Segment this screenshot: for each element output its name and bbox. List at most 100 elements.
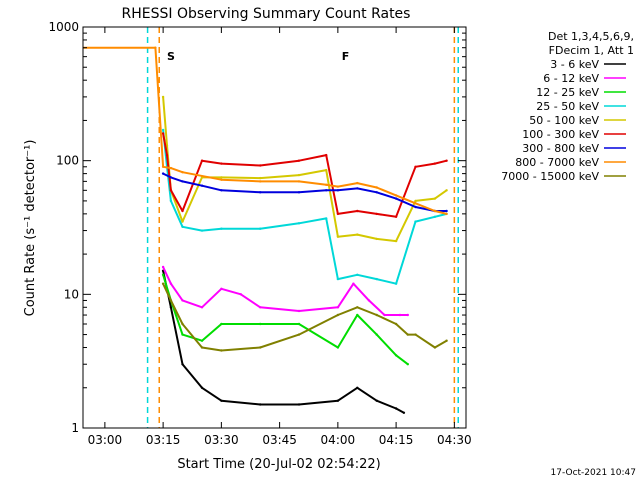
point-12-25-kev-3 xyxy=(200,339,204,342)
point-100-300-kev-8 xyxy=(325,153,328,157)
point-25-50-kev-10 xyxy=(356,273,359,276)
point-3-6-kev-11 xyxy=(402,411,406,414)
legend-label-7000-15000-kev: 7000 - 15000 keV xyxy=(501,170,599,183)
legend-label-300-800-kev: 300 - 800 keV xyxy=(522,142,599,155)
legend-label-12-25-kev: 12 - 25 keV xyxy=(536,86,599,99)
point-6-12-kev-8 xyxy=(336,306,340,309)
point-6-12-kev-4 xyxy=(220,287,223,290)
y-axis-label: Count Rate (s⁻¹ detector⁻¹) xyxy=(23,140,38,317)
point-100-300-kev-0 xyxy=(161,132,165,135)
x-tick-label-04-30: 04:30 xyxy=(437,433,472,447)
point-7000-15000-kev-5 xyxy=(259,346,262,349)
flag-s: S xyxy=(167,50,175,63)
x-tick-label-03-45: 03:45 xyxy=(262,433,297,447)
point-800-7000-kev-0 xyxy=(80,47,82,49)
point-800-7000-kev-3 xyxy=(169,166,173,170)
point-25-50-kev-13 xyxy=(414,220,417,223)
point-25-50-kev-7 xyxy=(297,222,301,225)
point-7000-15000-kev-11 xyxy=(406,333,409,336)
point-12-25-kev-11 xyxy=(406,363,409,366)
point-300-800-kev-5 xyxy=(259,191,262,194)
point-12-25-kev-7 xyxy=(336,346,340,349)
point-100-300-kev-13 xyxy=(414,165,417,168)
point-100-300-kev-10 xyxy=(356,209,359,213)
point-6-12-kev-5 xyxy=(239,293,242,296)
legend-header-line-2: FDecim 1, Att 1 xyxy=(549,44,634,57)
series-line-100-300-kev xyxy=(162,133,447,218)
point-800-7000-kev-8 xyxy=(325,183,328,186)
point-800-7000-kev-13 xyxy=(414,202,417,205)
point-800-7000-kev-10 xyxy=(356,181,359,185)
point-50-100-kev-7 xyxy=(297,173,301,177)
point-25-50-kev-4 xyxy=(200,229,204,232)
point-50-100-kev-5 xyxy=(220,176,223,179)
chart-title: RHESSI Observing Summary Count Rates xyxy=(122,6,411,22)
point-7000-15000-kev-2 xyxy=(181,322,184,326)
point-6-12-kev-3 xyxy=(200,306,204,309)
point-7000-15000-kev-9 xyxy=(375,313,378,317)
x-tick-label-03-30: 03:30 xyxy=(204,433,239,447)
point-25-50-kev-12 xyxy=(394,282,398,285)
point-12-25-kev-9 xyxy=(375,333,378,336)
point-800-7000-kev-9 xyxy=(336,185,340,188)
point-800-7000-kev-7 xyxy=(297,180,301,183)
point-7000-15000-kev-12 xyxy=(414,333,417,336)
point-800-7000-kev-4 xyxy=(181,171,184,174)
point-3-6-kev-4 xyxy=(220,399,223,402)
footer-timestamp: 17-Oct-2021 10:47 xyxy=(551,468,636,478)
point-300-800-kev-4 xyxy=(220,189,223,192)
flag-f: F xyxy=(342,50,350,63)
x-tick-label-04-15: 04:15 xyxy=(379,433,414,447)
point-300-800-kev-3 xyxy=(200,184,204,187)
legend-label-100-300-kev: 100 - 300 keV xyxy=(522,128,599,141)
point-100-300-kev-7 xyxy=(297,159,301,162)
point-25-50-kev-0 xyxy=(161,128,165,132)
x-axis: 03:00 03:15 03:30 03:45 04:00 04:15 04:30 xyxy=(88,27,472,447)
point-6-12-kev-9 xyxy=(352,282,355,285)
point-100-300-kev-2 xyxy=(169,189,173,192)
point-12-25-kev-8 xyxy=(356,313,359,317)
point-3-6-kev-5 xyxy=(259,403,262,406)
point-300-800-kev-6 xyxy=(297,191,301,194)
series-line-7000-15000-kev xyxy=(162,283,448,352)
point-25-50-kev-3 xyxy=(181,225,184,228)
point-50-100-kev-13 xyxy=(414,199,417,203)
point-3-6-kev-3 xyxy=(200,386,204,389)
point-100-300-kev-6 xyxy=(259,164,262,167)
point-800-7000-kev-1 xyxy=(154,46,157,49)
point-6-12-kev-2 xyxy=(181,299,184,302)
point-7000-15000-kev-4 xyxy=(220,349,223,352)
legend-label-6-12-kev: 6 - 12 keV xyxy=(543,72,599,85)
point-12-25-kev-0 xyxy=(161,273,165,276)
point-3-6-kev-10 xyxy=(394,407,398,410)
x-axis-label: Start Time (20-Jul-02 02:54:22) xyxy=(177,457,380,472)
point-3-6-kev-2 xyxy=(181,363,184,366)
point-3-6-kev-8 xyxy=(356,386,359,389)
point-50-100-kev-1 xyxy=(165,144,169,147)
legend-label-25-50-kev: 25 - 50 keV xyxy=(536,100,599,113)
plot-frame xyxy=(82,26,467,429)
point-7000-15000-kev-1 xyxy=(169,299,173,302)
point-12-25-kev-4 xyxy=(220,322,223,326)
point-300-800-kev-1 xyxy=(169,176,173,179)
point-25-50-kev-2 xyxy=(169,199,173,203)
point-7000-15000-kev-8 xyxy=(356,306,359,309)
point-6-12-kev-13 xyxy=(406,313,409,317)
point-100-300-kev-9 xyxy=(336,212,340,216)
point-6-12-kev-12 xyxy=(398,313,402,317)
point-100-300-kev-15 xyxy=(445,159,448,162)
point-3-6-kev-1 xyxy=(169,306,173,309)
point-7000-15000-kev-13 xyxy=(433,346,437,349)
point-800-7000-kev-14 xyxy=(433,209,437,213)
legend-label-3-6-kev: 3 - 6 keV xyxy=(550,58,599,71)
series-line-50-100-kev xyxy=(162,96,448,243)
point-300-800-kev-2 xyxy=(181,180,184,183)
point-800-7000-kev-15 xyxy=(445,212,448,216)
legend-label-800-7000-kev: 800 - 7000 keV xyxy=(515,156,599,169)
point-12-25-kev-2 xyxy=(181,333,184,336)
point-6-12-kev-1 xyxy=(169,282,173,285)
point-50-100-kev-6 xyxy=(259,176,262,180)
point-100-300-kev-3 xyxy=(181,209,184,213)
